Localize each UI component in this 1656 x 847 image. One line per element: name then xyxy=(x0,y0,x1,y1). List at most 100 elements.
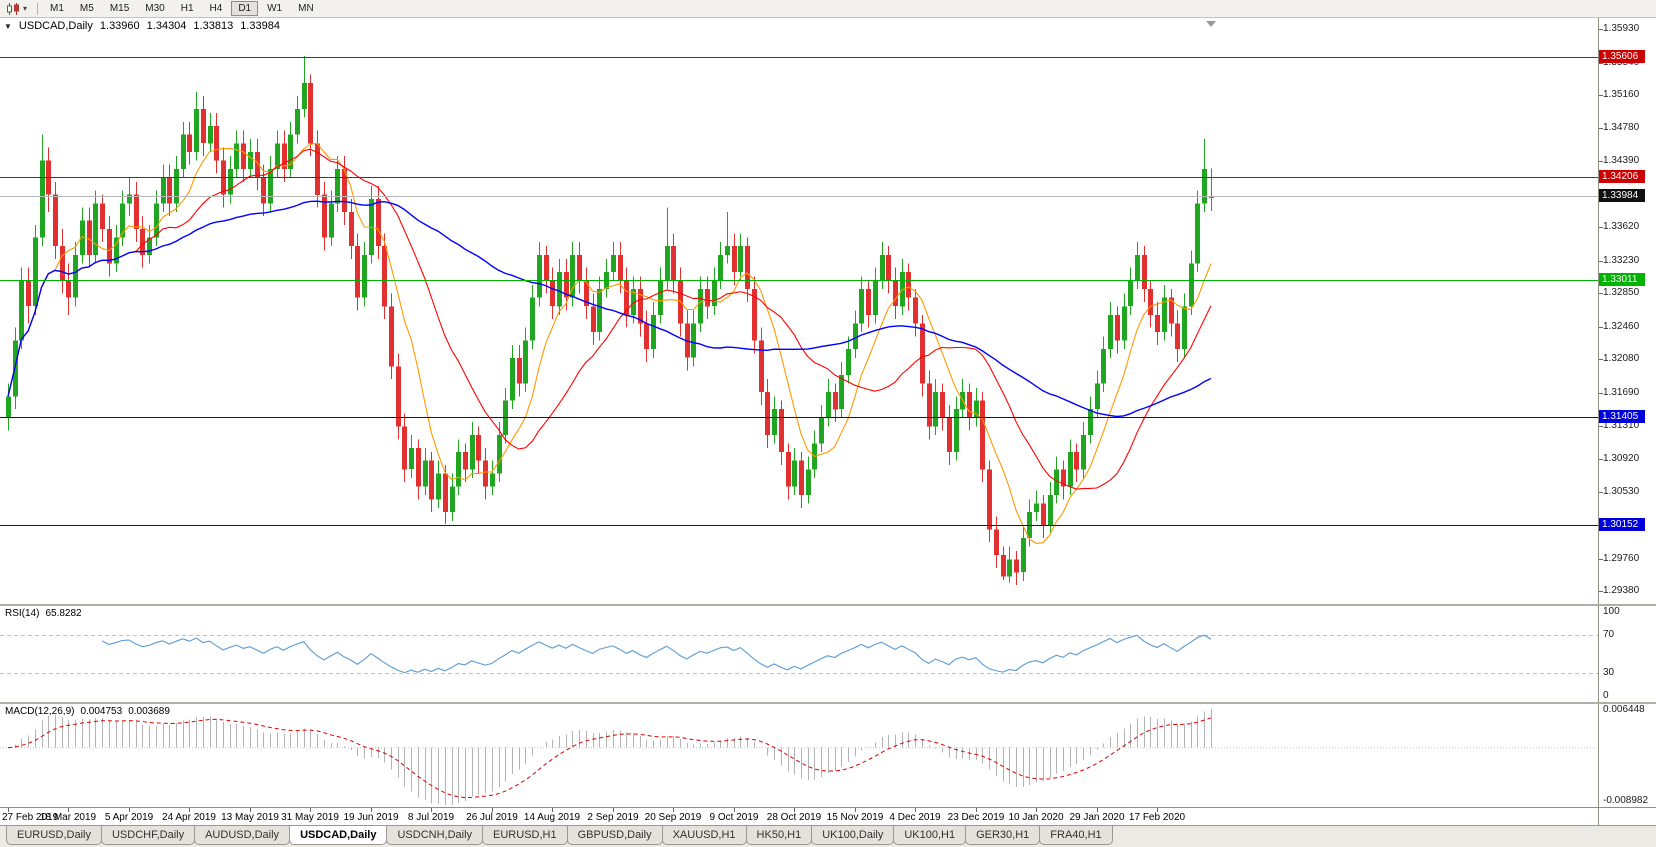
price-tick-label: 1.35160 xyxy=(1603,89,1640,101)
rsi-axis[interactable]: 100 70 30 0 xyxy=(1598,606,1656,702)
price-tick-mark xyxy=(1599,29,1603,30)
chart-title: ▼ USDCAD,Daily 1.33960 1.34304 1.33813 1… xyxy=(4,20,280,32)
chart-tab-xauusd-h1[interactable]: XAUUSD,H1 xyxy=(661,826,747,845)
price-tick-mark xyxy=(1599,559,1603,560)
date-tick-mark xyxy=(915,808,916,812)
date-tick-label: 24 Apr 2019 xyxy=(162,812,216,823)
rsi-plot[interactable]: RSI(14) 65.8282 xyxy=(0,606,1598,702)
price-tick-label: 1.31690 xyxy=(1603,386,1640,398)
chart-tab-usdcad-daily[interactable]: USDCAD,Daily xyxy=(289,826,388,845)
chart-type-dropdown-icon[interactable]: ▾ xyxy=(23,4,28,13)
timeframe-toolbar: ▾ M1 M5 M15 M30 H1 H4 D1 W1 MN xyxy=(0,0,1656,18)
price-tick-label: 1.35930 xyxy=(1603,23,1640,35)
ohlc-close: 1.33984 xyxy=(240,20,280,32)
macd-main-value: 0.004753 xyxy=(80,706,123,717)
price-tick-label: 1.29760 xyxy=(1603,552,1640,564)
chart-tab-usdcnh-daily[interactable]: USDCNH,Daily xyxy=(386,826,484,845)
date-tick-label: 27 Feb 2019 xyxy=(2,812,59,823)
rsi-tick-label: 70 xyxy=(1603,628,1615,640)
chart-tab-uk100-daily[interactable]: UK100,Daily xyxy=(811,826,895,845)
date-tick-label: 4 Dec 2019 xyxy=(889,812,941,823)
pane-separator-rsi[interactable] xyxy=(0,604,1656,606)
macd-axis-min: -0.008982 xyxy=(1603,795,1649,806)
ohlc-open: 1.33960 xyxy=(99,20,140,32)
date-tick-label: 28 Oct 2019 xyxy=(766,812,822,823)
price-tick-mark xyxy=(1599,95,1603,96)
candles-layer xyxy=(6,55,1214,586)
date-tick-mark xyxy=(1036,808,1037,812)
date-tick-mark xyxy=(8,808,9,812)
current-price-badge: 1.33984 xyxy=(1599,189,1645,203)
level-price-badge: 1.33011 xyxy=(1599,272,1645,286)
price-tick-mark xyxy=(1599,261,1603,262)
price-tick-mark xyxy=(1599,359,1603,360)
rsi-name: RSI(14) xyxy=(5,608,40,619)
rsi-line xyxy=(101,634,1212,674)
macd-axis[interactable]: 0.006448 -0.008982 xyxy=(1598,704,1656,807)
date-tick-mark xyxy=(68,808,69,812)
price-tick-mark xyxy=(1599,492,1603,493)
chart-tab-uk100-h1[interactable]: UK100,H1 xyxy=(893,826,967,845)
chart-type-icon[interactable] xyxy=(3,2,23,16)
price-tick-label: 1.29380 xyxy=(1603,585,1640,597)
chart-tab-fra40-h1[interactable]: FRA40,H1 xyxy=(1039,826,1113,845)
timeframe-button-m1[interactable]: M1 xyxy=(50,3,64,14)
price-tick-mark xyxy=(1599,591,1603,592)
date-tick-mark xyxy=(855,808,856,812)
rsi-value: 65.8282 xyxy=(45,608,82,619)
chart-tab-eurusd-h1[interactable]: EURUSD,H1 xyxy=(482,826,568,845)
date-tick-label: 20 Sep 2019 xyxy=(644,812,702,823)
date-tick-mark xyxy=(734,808,735,812)
date-tick-mark xyxy=(431,808,432,812)
candlestick-chart[interactable] xyxy=(0,18,1598,604)
price-tick-mark xyxy=(1599,161,1603,162)
level-price-badge: 1.30152 xyxy=(1599,517,1645,531)
date-axis[interactable]: 27 Feb 2019 18 Mar 2019 5 Apr 2019 24 Apr 2… xyxy=(0,808,1598,825)
timeframe-button-d1[interactable]: D1 xyxy=(231,1,259,16)
chart-tab-ger30-h1[interactable]: GER30,H1 xyxy=(965,826,1041,845)
chart-tab-bar: EURUSD,Daily USDCHF,Daily AUDUSD,Daily USDC… xyxy=(0,825,1656,847)
timeframe-button-h4[interactable]: H4 xyxy=(209,3,223,14)
chart-region: ▼ USDCAD,Daily 1.33960 1.34304 1.33813 1… xyxy=(0,18,1656,825)
timeframe-button-h1[interactable]: H1 xyxy=(180,3,194,14)
chart-tab-usdchf-daily[interactable]: USDCHF,Daily xyxy=(100,826,196,845)
macd-plot[interactable]: MACD(12,26,9) 0.004753 0.003689 xyxy=(0,704,1598,807)
price-axis[interactable]: 1.359301.355401.351601.347801.343901.336… xyxy=(1598,18,1656,604)
macd-signal-value: 0.003689 xyxy=(128,706,170,717)
price-plot[interactable]: ▼ USDCAD,Daily 1.33960 1.34304 1.33813 1… xyxy=(0,18,1598,604)
chart-shift-marker[interactable] xyxy=(1206,21,1216,27)
timeframe-button-m30[interactable]: M30 xyxy=(145,3,165,14)
rsi-tick-label: 30 xyxy=(1603,667,1615,679)
timeframe-button-w1[interactable]: W1 xyxy=(267,3,283,14)
price-tick-label: 1.30530 xyxy=(1603,486,1640,498)
price-tick-label: 1.34780 xyxy=(1603,121,1640,133)
macd-pane: MACD(12,26,9) 0.004753 0.003689 0.006448… xyxy=(0,704,1656,807)
pane-separator-macd[interactable] xyxy=(0,702,1656,704)
main-chart-pane: ▼ USDCAD,Daily 1.33960 1.34304 1.33813 1… xyxy=(0,18,1656,604)
chart-menu-icon[interactable]: ▼ xyxy=(4,21,12,31)
timeframe-button-m15[interactable]: M15 xyxy=(109,3,130,14)
timeframe-button-mn[interactable]: MN xyxy=(298,3,314,14)
timeframe-button-m5[interactable]: M5 xyxy=(79,3,94,14)
rsi-label: RSI(14) 65.8282 xyxy=(5,608,82,619)
chart-symbol-period: USDCAD,Daily xyxy=(18,20,93,32)
date-tick-label: 10 Jan 2020 xyxy=(1008,812,1064,823)
date-tick-label: 31 May 2019 xyxy=(281,812,339,823)
chart-tab-audusd-daily[interactable]: AUDUSD,Daily xyxy=(194,826,291,845)
chart-tab-hk50-h1[interactable]: HK50,H1 xyxy=(745,826,813,845)
price-tick-label: 1.30920 xyxy=(1603,453,1640,464)
macd-label: MACD(12,26,9) 0.004753 0.003689 xyxy=(5,706,170,717)
date-tick-mark xyxy=(1097,808,1098,812)
macd-name: MACD(12,26,9) xyxy=(5,706,75,717)
date-tick-mark xyxy=(673,808,674,812)
price-tick-mark xyxy=(1599,227,1603,228)
rsi-tick-label: 0 xyxy=(1603,690,1609,701)
price-tick-label: 1.32850 xyxy=(1603,287,1640,299)
chart-tab-eurusd-daily[interactable]: EURUSD,Daily xyxy=(6,826,102,845)
date-tick-label: 15 Nov 2019 xyxy=(826,812,884,823)
chart-tab-gbpusd-daily[interactable]: GBPUSD,Daily xyxy=(566,826,663,845)
date-axis-row: 27 Feb 2019 18 Mar 2019 5 Apr 2019 24 Apr 2… xyxy=(0,807,1656,825)
date-tick-label: 29 Jan 2020 xyxy=(1069,812,1125,823)
macd-chart[interactable] xyxy=(0,704,1598,807)
rsi-chart[interactable] xyxy=(0,606,1598,702)
